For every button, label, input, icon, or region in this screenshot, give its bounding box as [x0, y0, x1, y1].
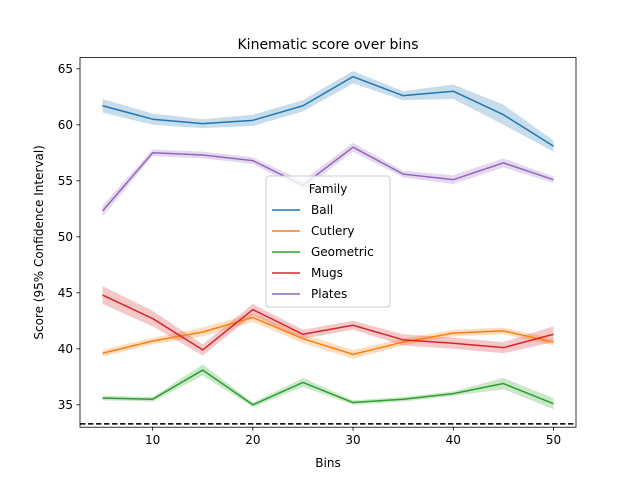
y-tick-label: 60: [58, 118, 73, 132]
y-tick-label: 50: [58, 230, 73, 244]
legend-label-plates: Plates: [311, 287, 347, 301]
band-cutlery: [102, 312, 554, 359]
x-tick-label: 20: [245, 433, 260, 447]
line-geometric: [102, 369, 554, 406]
x-tick-label: 50: [546, 433, 561, 447]
chart-title: Kinematic score over bins: [238, 37, 419, 53]
x-tick-label: 40: [446, 433, 461, 447]
legend-label-mugs: Mugs: [311, 266, 343, 280]
band-plates: [102, 142, 554, 217]
plot-frame: [79, 57, 577, 428]
legend-label-cutlery: Cutlery: [311, 224, 354, 238]
x-axis-ticks: 10 20 30 40 50: [145, 427, 561, 447]
legend-label-geometric: Geometric: [311, 245, 374, 259]
band-ball: [102, 71, 554, 152]
y-tick-label: 65: [58, 62, 73, 76]
legend: Family Ball Cutlery Geometric Mugs Plates: [265, 175, 391, 308]
band-mugs: [102, 286, 554, 356]
line-cutlery: [102, 316, 554, 356]
confidence-bands: [102, 71, 554, 410]
series-lines: [101, 75, 554, 406]
legend-box: [265, 175, 391, 308]
x-tick-label: 10: [145, 433, 160, 447]
y-tick-label: 40: [58, 342, 73, 356]
legend-label-ball: Ball: [311, 203, 333, 217]
y-axis-label: Score (95% Confidence Interval): [32, 145, 46, 340]
x-tick-label: 30: [345, 433, 360, 447]
y-tick-label: 45: [58, 286, 73, 300]
y-axis-ticks: 35 40 45 50 55 60 65: [58, 62, 80, 412]
x-axis-label: Bins: [315, 456, 340, 470]
y-tick-label: 55: [58, 174, 73, 188]
line-plates: [101, 146, 554, 212]
line-ball: [102, 75, 554, 147]
line-mugs: [102, 294, 554, 351]
legend-title: Family: [309, 182, 348, 196]
legend-items: Ball Cutlery Geometric Mugs Plates: [272, 203, 374, 301]
y-tick-label: 35: [58, 398, 73, 412]
band-geometric: [102, 364, 554, 410]
